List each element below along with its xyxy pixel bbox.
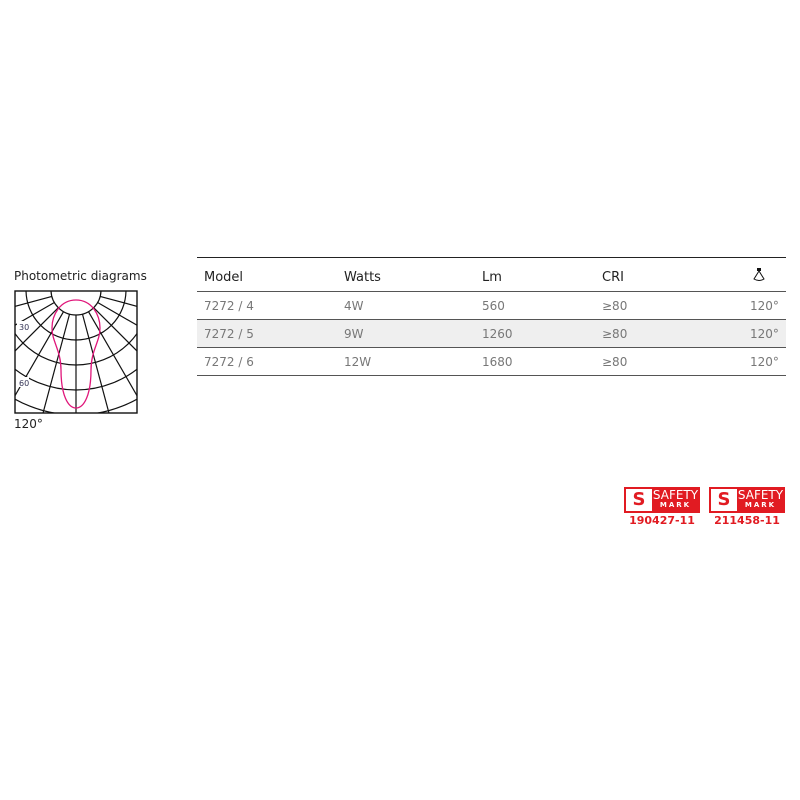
cell-lm: 560 [475, 291, 595, 320]
grid-ray [81, 313, 110, 413]
safety-mark: S SAFETY MARK 211458-11 [709, 487, 785, 527]
grid-ray [15, 307, 59, 352]
table-row: 7272 / 4 4W 560 ≥80 120° [197, 291, 786, 320]
safety-mark-logo: S SAFETY MARK [624, 487, 700, 513]
cell-watts: 9W [337, 319, 475, 348]
header-cri: CRI [595, 263, 720, 292]
cell-cri: ≥80 [595, 319, 720, 348]
header-model: Model [197, 263, 337, 292]
cell-watts: 4W [337, 291, 475, 320]
header-watts: Watts [337, 263, 475, 292]
beam-angle: 120° [14, 417, 43, 431]
angle-label-30: 30 [19, 323, 29, 332]
cell-cri: ≥80 [595, 291, 720, 320]
grid-ray [15, 295, 53, 307]
safety-mark-number: 190427-11 [629, 514, 695, 527]
light-distribution-curve [51, 299, 101, 409]
safety-marks: S SAFETY MARK 190427-11 S SAFETY MARK 211458… [624, 487, 785, 527]
safety-mark: S SAFETY MARK 190427-11 [624, 487, 700, 527]
cell-lm: 1680 [475, 347, 595, 376]
grid-ray [42, 313, 71, 413]
cell-model: 7272 / 5 [197, 319, 337, 348]
cell-model: 7272 / 4 [197, 291, 337, 320]
beam-angle-icon [753, 268, 765, 281]
table-row: 7272 / 5 9W 1260 ≥80 120° [197, 319, 786, 348]
safety-mark-logo: S SAFETY MARK [709, 487, 785, 513]
cell-beam: 120° [720, 347, 786, 376]
specs-table: Model Watts Lm CRI 7272 / 4 4W 560 ≥80 120° … [197, 263, 786, 376]
grid-ray [15, 311, 65, 397]
grid-ray [97, 301, 137, 326]
header-beam [720, 263, 786, 292]
photometric-title: Photometric diagrams [14, 269, 147, 283]
grid-ray [15, 301, 55, 326]
cell-beam: 120° [720, 319, 786, 348]
cell-model: 7272 / 6 [197, 347, 337, 376]
cell-lm: 1260 [475, 319, 595, 348]
grid-ray [93, 307, 137, 352]
cell-beam: 120° [720, 291, 786, 320]
angle-label-60: 60 [19, 379, 29, 388]
photometric-diagram: 30 60 [14, 290, 138, 414]
top-divider [197, 257, 786, 258]
grid-ray [87, 311, 137, 397]
table-row: 7272 / 6 12W 1680 ≥80 120° [197, 347, 786, 376]
cell-cri: ≥80 [595, 347, 720, 376]
header-lm: Lm [475, 263, 595, 292]
grid-arc [50, 291, 102, 316]
grid-ray [99, 295, 137, 307]
cell-watts: 12W [337, 347, 475, 376]
safety-mark-number: 211458-11 [714, 514, 780, 527]
